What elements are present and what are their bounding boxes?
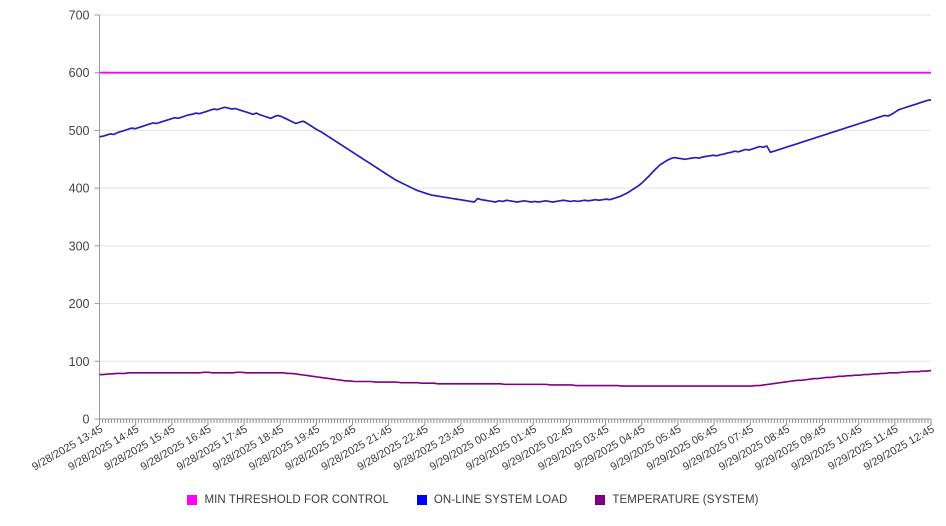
y-axis-tick-label: 200 [69,297,90,311]
legend-item-temperature-system[interactable]: TEMPERATURE (SYSTEM) [595,494,758,506]
chart-legend: MIN THRESHOLD FOR CONTROL ON-LINE SYSTEM… [0,494,946,506]
series-line-online-system-load [99,98,931,203]
y-axis-tick-label: 100 [69,355,90,369]
legend-label: ON-LINE SYSTEM LOAD [433,494,568,506]
y-axis-tick-label: 300 [69,239,90,253]
legend-label: TEMPERATURE (SYSTEM) [612,494,759,506]
y-axis-tick-label: 0 [83,413,90,427]
legend-swatch-icon [595,495,606,505]
legend-label: MIN THRESHOLD FOR CONTROL [204,494,389,506]
y-axis-tick-label: 400 [69,182,90,196]
legend-swatch-icon [416,495,427,505]
legend-item-min-threshold[interactable]: MIN THRESHOLD FOR CONTROL [187,494,389,506]
legend-item-online-system-load[interactable]: ON-LINE SYSTEM LOAD [416,494,568,506]
series-line-temperature-system [99,369,931,387]
legend-swatch-icon [187,495,198,505]
y-axis-tick-label: 700 [69,9,90,23]
y-axis-tick-label: 600 [69,66,90,80]
y-axis-tick-label: 500 [69,124,90,138]
